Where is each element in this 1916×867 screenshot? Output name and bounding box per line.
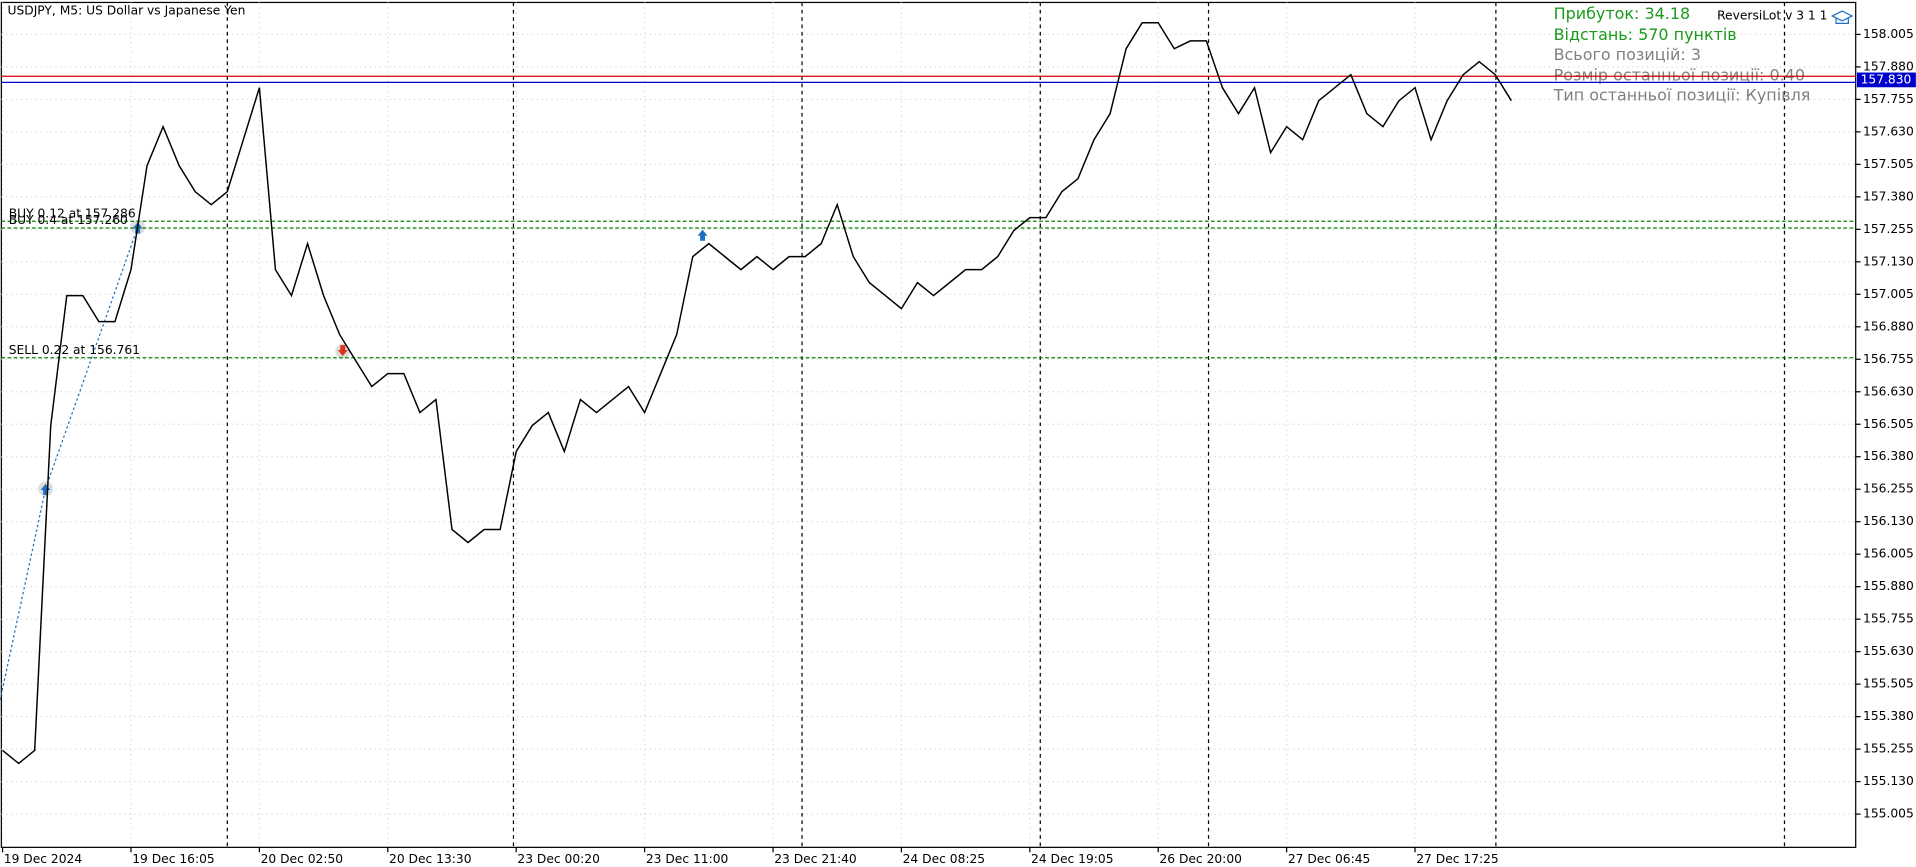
- y-tick-label: 156.755: [1863, 352, 1914, 366]
- y-tick-label: 155.005: [1863, 807, 1914, 821]
- y-tick-label: 157.130: [1863, 254, 1914, 268]
- price-tag-label: 157.830: [1861, 72, 1912, 86]
- y-tick-label: 156.130: [1863, 514, 1914, 528]
- x-tick-label: 27 Dec 06:45: [1288, 852, 1371, 866]
- y-tick-label: 155.630: [1863, 644, 1914, 658]
- y-tick-label: 155.505: [1863, 677, 1914, 691]
- expert-name: ReversiLot v 3 1 1: [1717, 8, 1827, 22]
- info-positions: Всього позицій: 3: [1554, 45, 1701, 64]
- price-line-series: [2, 21, 1512, 765]
- day-separators: [226, 2, 1786, 848]
- price-tag: [1856, 72, 1916, 88]
- x-tick-label: 19 Dec 16:05: [132, 852, 215, 866]
- info-last-type: Тип останньої позиції: Купівля: [1553, 85, 1811, 104]
- info-profit: Прибуток: 34.18: [1554, 4, 1691, 23]
- y-tick-label: 157.380: [1863, 189, 1914, 203]
- order-label: BUY 0.4 at 157.260: [9, 213, 128, 227]
- y-tick-label: 157.505: [1863, 157, 1914, 171]
- y-tick-label: 155.755: [1863, 612, 1914, 626]
- info-last-size: Розмір останньої позиції: 0.40: [1554, 66, 1805, 85]
- y-tick-label: 155.380: [1863, 709, 1914, 723]
- info-distance: Відстань: 570 пунктів: [1554, 25, 1737, 44]
- y-tick-label: 158.005: [1863, 27, 1914, 41]
- y-tick-label: 157.755: [1863, 92, 1914, 106]
- x-tick-label: 24 Dec 19:05: [1031, 852, 1114, 866]
- chart-title: USDJPY, M5: US Dollar vs Japanese Yen: [7, 4, 245, 18]
- y-tick-label: 157.880: [1863, 59, 1914, 73]
- y-tick-label: 156.630: [1863, 384, 1914, 398]
- order-label: BUY 0.12 at 157.286: [9, 206, 136, 220]
- y-tick-label: 157.005: [1863, 287, 1914, 301]
- y-tick-label: 156.005: [1863, 547, 1914, 561]
- x-tick-label: 20 Dec 02:50: [261, 852, 343, 866]
- plot-frame: [0, 1, 1857, 848]
- x-tick-label: 19 Dec 2024: [4, 852, 83, 866]
- x-tick-label: 27 Dec 17:25: [1416, 852, 1499, 866]
- y-tick-label: 155.130: [1863, 774, 1914, 788]
- x-tick-label: 20 Dec 13:30: [389, 852, 472, 866]
- x-tick-label: 23 Dec 11:00: [646, 852, 729, 866]
- y-tick-label: 157.255: [1863, 222, 1914, 236]
- order-label: SELL 0.22 at 156.761: [9, 343, 140, 357]
- x-tick-label: 24 Dec 08:25: [903, 852, 986, 866]
- y-tick-label: 156.255: [1863, 482, 1914, 496]
- expert-icon: [1830, 10, 1854, 24]
- x-tick-label: 23 Dec 21:40: [774, 852, 857, 866]
- y-tick-label: 155.880: [1863, 579, 1914, 593]
- y-tick-label: 157.630: [1863, 124, 1914, 138]
- x-tick-label: 26 Dec 20:00: [1159, 852, 1242, 866]
- x-tick-label: 23 Dec 00:20: [517, 852, 600, 866]
- grid: [1, 2, 1856, 848]
- y-tick-label: 155.255: [1863, 742, 1914, 756]
- y-tick-label: 156.380: [1863, 449, 1914, 463]
- y-tick-label: 156.880: [1863, 319, 1914, 333]
- y-tick-label: 156.505: [1863, 417, 1914, 431]
